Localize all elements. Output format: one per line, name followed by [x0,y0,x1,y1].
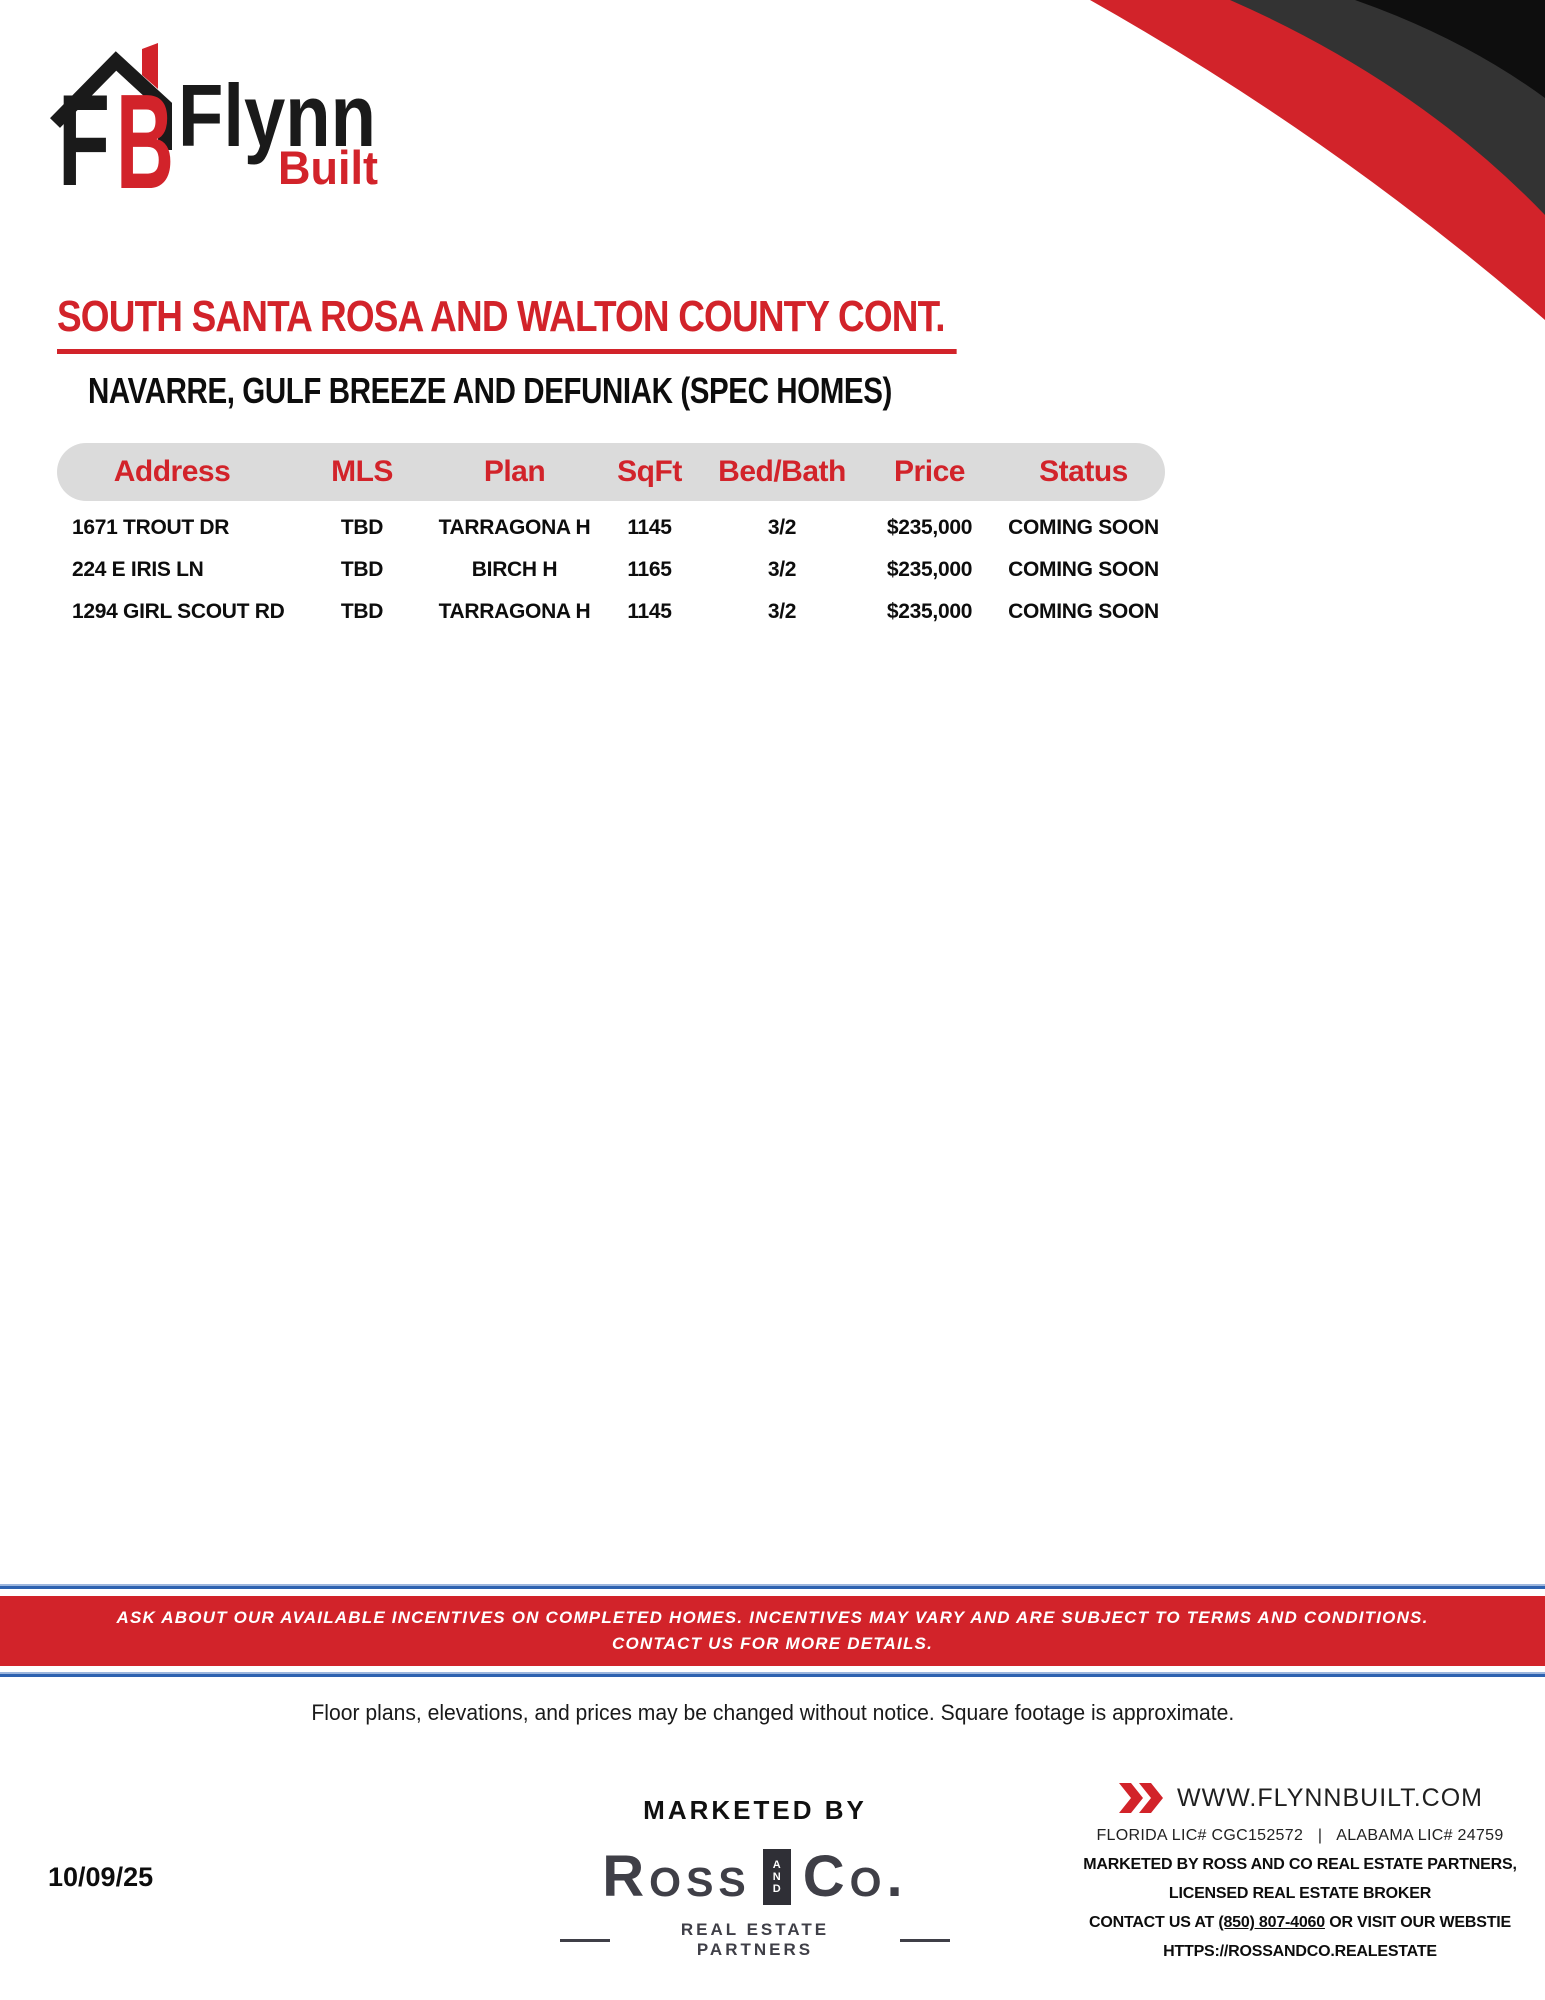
contact-suffix: OR VISIT OUR WEBSTIE [1324,1914,1511,1931]
disclaimer-text: Floor plans, elevations, and prices may … [311,1700,1235,1725]
flyer-date: 10/09/25 [48,1862,154,1892]
and-letter: N [772,1870,781,1883]
row-bedbath: 3/2 [767,516,797,539]
website-row: WWW.FLYNNBUILT.COM [1080,1783,1520,1813]
divider-line [0,1672,1545,1677]
row-mls: TBD [340,516,384,539]
flynn-built-logo: F B Flynn Built [50,43,378,193]
incentive-line-2: CONTACT US FOR MORE DETAILS. [611,1634,933,1653]
column-header-address: Address [113,455,231,488]
marketed-by-line-1: MARKETED BY ROSS AND CO REAL ESTATE PART… [1083,1856,1517,1873]
row-address: 224 E IRIS LN [72,558,204,581]
and-letter: D [772,1883,781,1896]
ross-and-co-logo: Ross A N D Co. [560,1848,950,1906]
tagline-dash-right [899,1938,950,1942]
license-separator: | [1317,1827,1323,1844]
column-header-price: Price [894,455,965,488]
column-header-plan: Plan [483,455,546,488]
listings-table: 1671 TROUT DR TBD TARRAGONA H 1145 3/2 $… [57,507,1165,633]
ross-text: Ross [602,1844,751,1909]
and-box-icon: A N D [762,1849,791,1905]
alabama-license: ALABAMA LIC# 24759 [1336,1827,1504,1844]
row-bedbath: 3/2 [767,600,797,623]
double-chevron-icon [1119,1783,1164,1813]
tagline-text: REAL ESTATE PARTNERS [680,1920,830,1959]
logo-flynn-text: Flynn [178,66,376,165]
page-title: SOUTH SANTA ROSA AND WALTON COUNTY CONT. [57,292,957,354]
incentive-banner: ASK ABOUT OUR AVAILABLE INCENTIVES ON CO… [0,1596,1545,1666]
corner-swoosh-decoration [1090,0,1545,320]
footer-contact-block: WWW.FLYNNBUILT.COM FLORIDA LIC# CGC15257… [1080,1783,1520,1961]
ross-tagline: REAL ESTATE PARTNERS [560,1920,950,1960]
rossandco-website-link[interactable]: HTTPS://ROSSANDCO.REALESTATE [1163,1943,1437,1960]
flynnbuilt-website-link[interactable]: WWW.FLYNNBUILT.COM [1177,1783,1483,1812]
row-address: 1294 GIRL SCOUT RD [72,600,285,623]
row-price: $235,000 [886,600,973,623]
row-plan: TARRAGONA H [438,600,591,623]
co-text: Co. [802,1844,908,1909]
row-sqft: 1145 [627,600,672,623]
row-plan: TARRAGONA H [438,516,591,539]
row-plan: BIRCH H [471,558,558,581]
divider-line [0,1584,1545,1589]
column-header-mls: MLS [331,455,393,488]
row-status: COMING SOON [1008,600,1159,623]
table-header-bar: Address MLS Plan SqFt Bed/Bath Price Sta… [57,443,1165,501]
house-roof-icon [50,43,172,150]
phone-link[interactable]: (850) 807-4060 [1218,1914,1325,1931]
row-sqft: 1145 [627,516,672,539]
row-bedbath: 3/2 [767,558,797,581]
column-header-status: Status [1039,455,1128,488]
marketed-by-line-2: LICENSED REAL ESTATE BROKER [1168,1885,1432,1902]
column-header-bedbath: Bed/Bath [718,455,846,488]
row-status: COMING SOON [1008,558,1159,581]
row-mls: TBD [340,558,384,581]
florida-license: FLORIDA LIC# CGC152572 [1096,1827,1304,1844]
incentive-line-1: ASK ABOUT OUR AVAILABLE INCENTIVES ON CO… [116,1608,1429,1627]
logo-letter-b: B [116,66,174,193]
row-price: $235,000 [886,558,973,581]
page-subtitle: NAVARRE, GULF BREEZE AND DEFUNIAK (SPEC … [88,370,892,411]
contact-prefix: CONTACT US AT [1088,1914,1219,1931]
license-row: FLORIDA LIC# CGC152572 | ALABAMA LIC# 24… [1080,1827,1520,1845]
row-address: 1671 TROUT DR [72,516,230,539]
logo-letter-f: F [58,67,110,193]
contact-line: CONTACT US AT (850) 807-4060 OR VISIT OU… [1080,1914,1520,1932]
marketed-by-block: MARKETED BY Ross A N D Co. REAL ESTATE P… [560,1795,950,1960]
logo-built-text: Built [278,141,378,193]
row-price: $235,000 [886,516,973,539]
column-header-sqft: SqFt [617,455,682,488]
row-status: COMING SOON [1008,516,1159,539]
and-letter: A [772,1858,781,1871]
marketed-by-label: MARKETED BY [643,1795,867,1825]
row-mls: TBD [340,600,384,623]
row-sqft: 1165 [627,558,672,581]
tagline-dash-left [560,1938,611,1942]
